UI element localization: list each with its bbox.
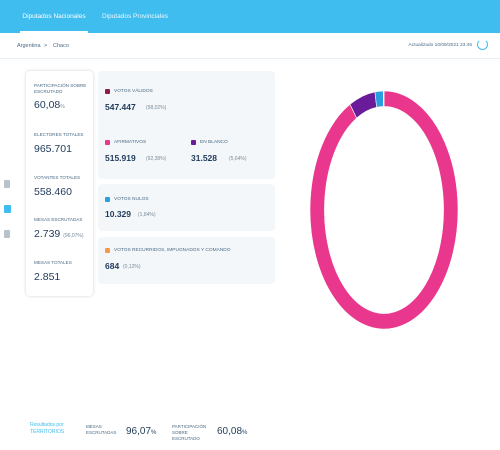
null-label: VOTOS NULOS [114,197,149,202]
null-pct: (1,84%) [138,212,156,218]
null-votes-card: VOTOS NULOS 10.329 (1,84%) [98,184,275,231]
affirmative-swatch [105,140,110,145]
blank-value: 31.528 [191,153,217,163]
participation-value: 60,08% [34,99,65,111]
pin-icon[interactable] [4,230,10,238]
electors-label: ELECTORES TOTALES [34,132,84,137]
donut-slice-1[interactable] [309,90,459,330]
tab-diputados-nacionales[interactable]: Diputados Nacionales [20,0,88,33]
valid-value: 547.447 [105,102,136,112]
breadcrumb-country[interactable]: Argentina [17,43,41,49]
electors-value: 965.701 [34,143,72,155]
footer-tables-label: MESAS ESCRUTADAS [86,424,117,435]
valid-pct: (98,02%) [146,105,167,111]
top-nav-bar: Diputados Nacionales Diputados Provincia… [0,0,500,33]
footer-participation-label: PARTICIPACIÓN SOBRE ESCRUTADO [172,424,207,441]
results-donut-chart [309,90,459,330]
donut-slice-4[interactable] [383,90,385,107]
null-value: 10.329 [105,209,131,219]
affirmative-value: 515.919 [105,153,136,163]
valid-votes-card: VOTOS VÁLIDOS 547.447 (98,02%) AFIRMATIV… [98,71,275,179]
side-toolbar [0,170,14,250]
tables-counted-label: MESAS ESCRUTADAS [34,217,83,222]
results-by-territory-link[interactable]: Resultados por TERRITORIOS [30,422,65,435]
updated-timestamp: Actualizado 10/09/2021 23:45 [408,43,472,48]
breadcrumb-province: Chaco [53,43,69,49]
affirmative-pct: (92,38%) [146,156,167,162]
tables-counted-value: 2.739 (96,07%) [34,228,84,240]
appealed-pct: (0,12%) [123,264,141,270]
footer-tables-value: 96,07% [126,426,157,437]
summary-stats-card: PARTICIPACIÓN SOBRE ESCRUTADO 60,08% ELE… [26,71,93,296]
valid-label: VOTOS VÁLIDOS [114,89,153,94]
voters-value: 558.460 [34,186,72,198]
map-icon[interactable] [4,180,10,188]
donut-slice-3[interactable] [374,90,384,108]
appealed-label: VOTOS RECURRIDOS, IMPUGNADOS Y COMANDO [114,248,231,253]
tab-diputados-provinciales[interactable]: Diputados Provinciales [101,13,169,20]
tables-total-value: 2.851 [34,271,61,283]
breadcrumb-separator: > [44,43,48,49]
breadcrumb-bar: Argentina > Chaco Actualizado 10/09/2021… [0,33,500,59]
appealed-value: 684 [105,261,120,271]
voters-label: VOTANTES TOTALES [34,175,81,180]
appealed-votes-card: VOTOS RECURRIDOS, IMPUGNADOS Y COMANDO 6… [98,237,275,284]
valid-swatch [105,89,110,94]
blank-label: EN BLANCO [200,140,228,145]
null-swatch [105,197,110,202]
blank-pct: (5,64%) [229,156,247,162]
footer-summary: Resultados por TERRITORIOS MESAS ESCRUTA… [0,410,500,450]
appealed-swatch [105,248,110,253]
participation-label: PARTICIPACIÓN SOBRE ESCRUTADO [34,83,87,94]
bar-chart-icon[interactable] [4,205,11,213]
tables-total-label: MESAS TOTALES [34,260,72,265]
footer-participation-value: 60,08% [217,426,248,437]
refresh-icon[interactable] [477,39,488,50]
blank-swatch [191,140,196,145]
affirmative-label: AFIRMATIVOS [114,140,147,145]
